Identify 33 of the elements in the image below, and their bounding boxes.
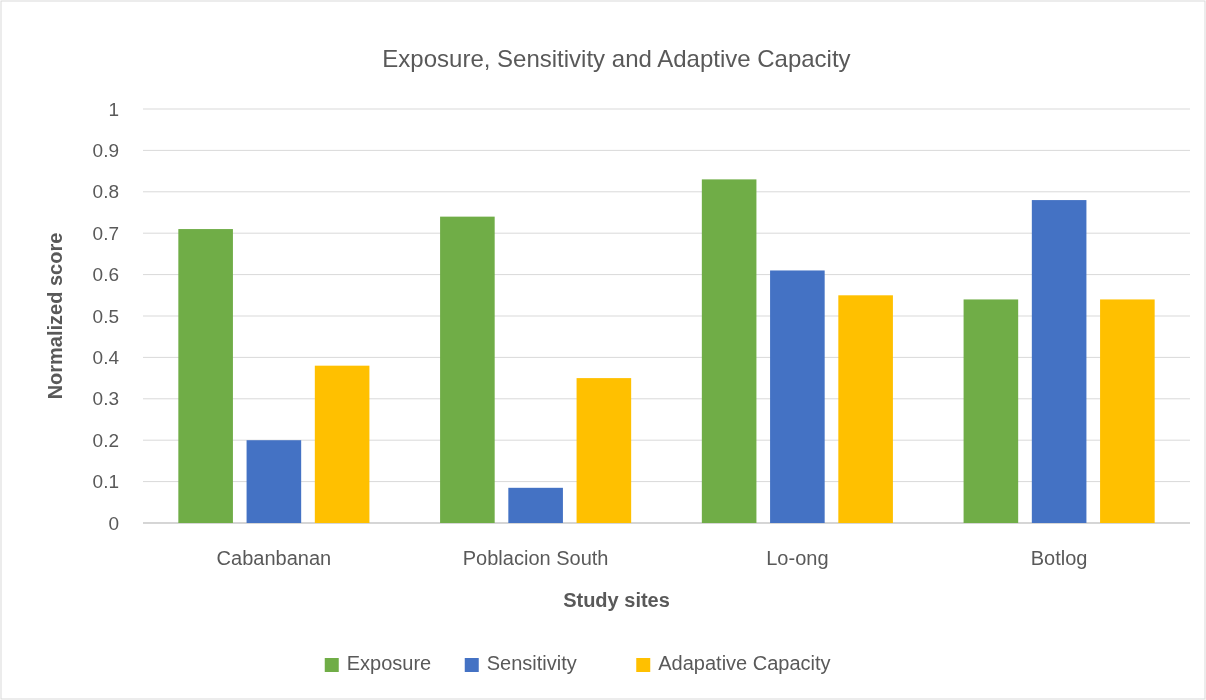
y-tick-label: 1	[108, 98, 119, 120]
x-axis-title: Study sites	[563, 589, 670, 611]
y-axis-title: Normalized score	[44, 232, 66, 400]
bar	[178, 229, 233, 523]
y-tick-label: 0.8	[92, 181, 119, 203]
bar	[508, 487, 563, 523]
bar	[770, 270, 825, 523]
legend-label: Adapative Capacity	[658, 652, 831, 674]
y-tick-label: 0.5	[92, 305, 119, 327]
y-tick-label: 0.4	[92, 347, 120, 369]
legend-label: Sensitivity	[486, 652, 577, 674]
y-tick-label: 0.1	[92, 471, 119, 493]
y-tick-label: 0.3	[92, 388, 119, 410]
y-tick-label: 0.6	[92, 264, 119, 286]
y-tick-label: 0.2	[92, 429, 119, 451]
bar	[1100, 299, 1155, 523]
bar	[246, 440, 302, 523]
x-tick-label: Poblacion South	[462, 547, 609, 569]
bar	[576, 378, 632, 523]
bar	[440, 216, 495, 523]
chart-title: Exposure, Sensitivity and Adaptive Capacity	[382, 45, 851, 72]
bar	[701, 179, 757, 523]
bar	[314, 365, 370, 523]
bar	[1031, 200, 1087, 523]
y-tick-label: 0.9	[92, 140, 119, 162]
x-tick-label: Botlog	[1030, 547, 1088, 569]
x-tick-label: Cabanbanan	[216, 547, 332, 569]
legend-label: Exposure	[346, 652, 432, 674]
bar	[963, 299, 1019, 523]
y-tick-label: 0.7	[92, 222, 119, 244]
bar	[838, 295, 893, 523]
x-tick-label: Lo-ong	[766, 547, 829, 569]
y-tick-label: 0	[108, 512, 119, 534]
